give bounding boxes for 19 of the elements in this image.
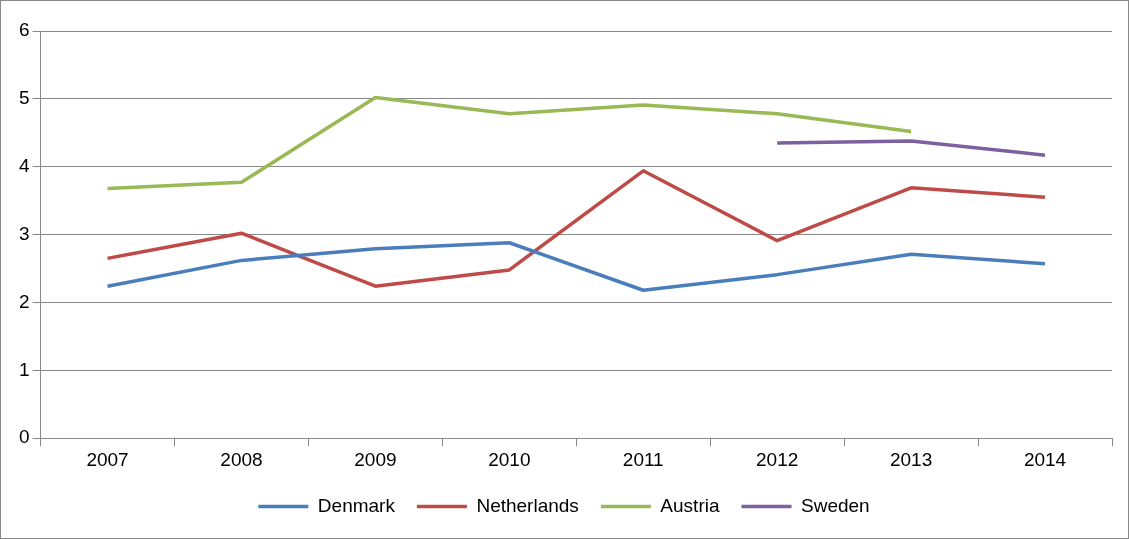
legend-label: Sweden [801,494,870,516]
y-tick-label: 4 [18,154,30,176]
x-tick-label: 2010 [488,448,531,470]
x-tick-label: 2014 [1023,448,1067,470]
x-tick-label: 2009 [354,448,397,470]
x-tick-label: 2013 [889,448,933,470]
legend-label: Netherlands [476,494,579,516]
x-tick-label: 2011 [622,448,664,470]
x-tick-label: 2007 [86,448,129,470]
y-tick-label: 5 [18,87,30,109]
x-tick-label: 2012 [756,448,799,470]
y-tick-label: 2 [18,290,30,312]
legend-label: Austria [660,494,720,516]
y-tick-label: 6 [18,19,30,41]
y-tick-label: 0 [18,426,30,448]
y-tick-label: 3 [18,222,30,244]
x-tick-label: 2008 [220,448,263,470]
legend-label: Denmark [317,494,396,516]
y-tick-label: 1 [18,358,30,380]
